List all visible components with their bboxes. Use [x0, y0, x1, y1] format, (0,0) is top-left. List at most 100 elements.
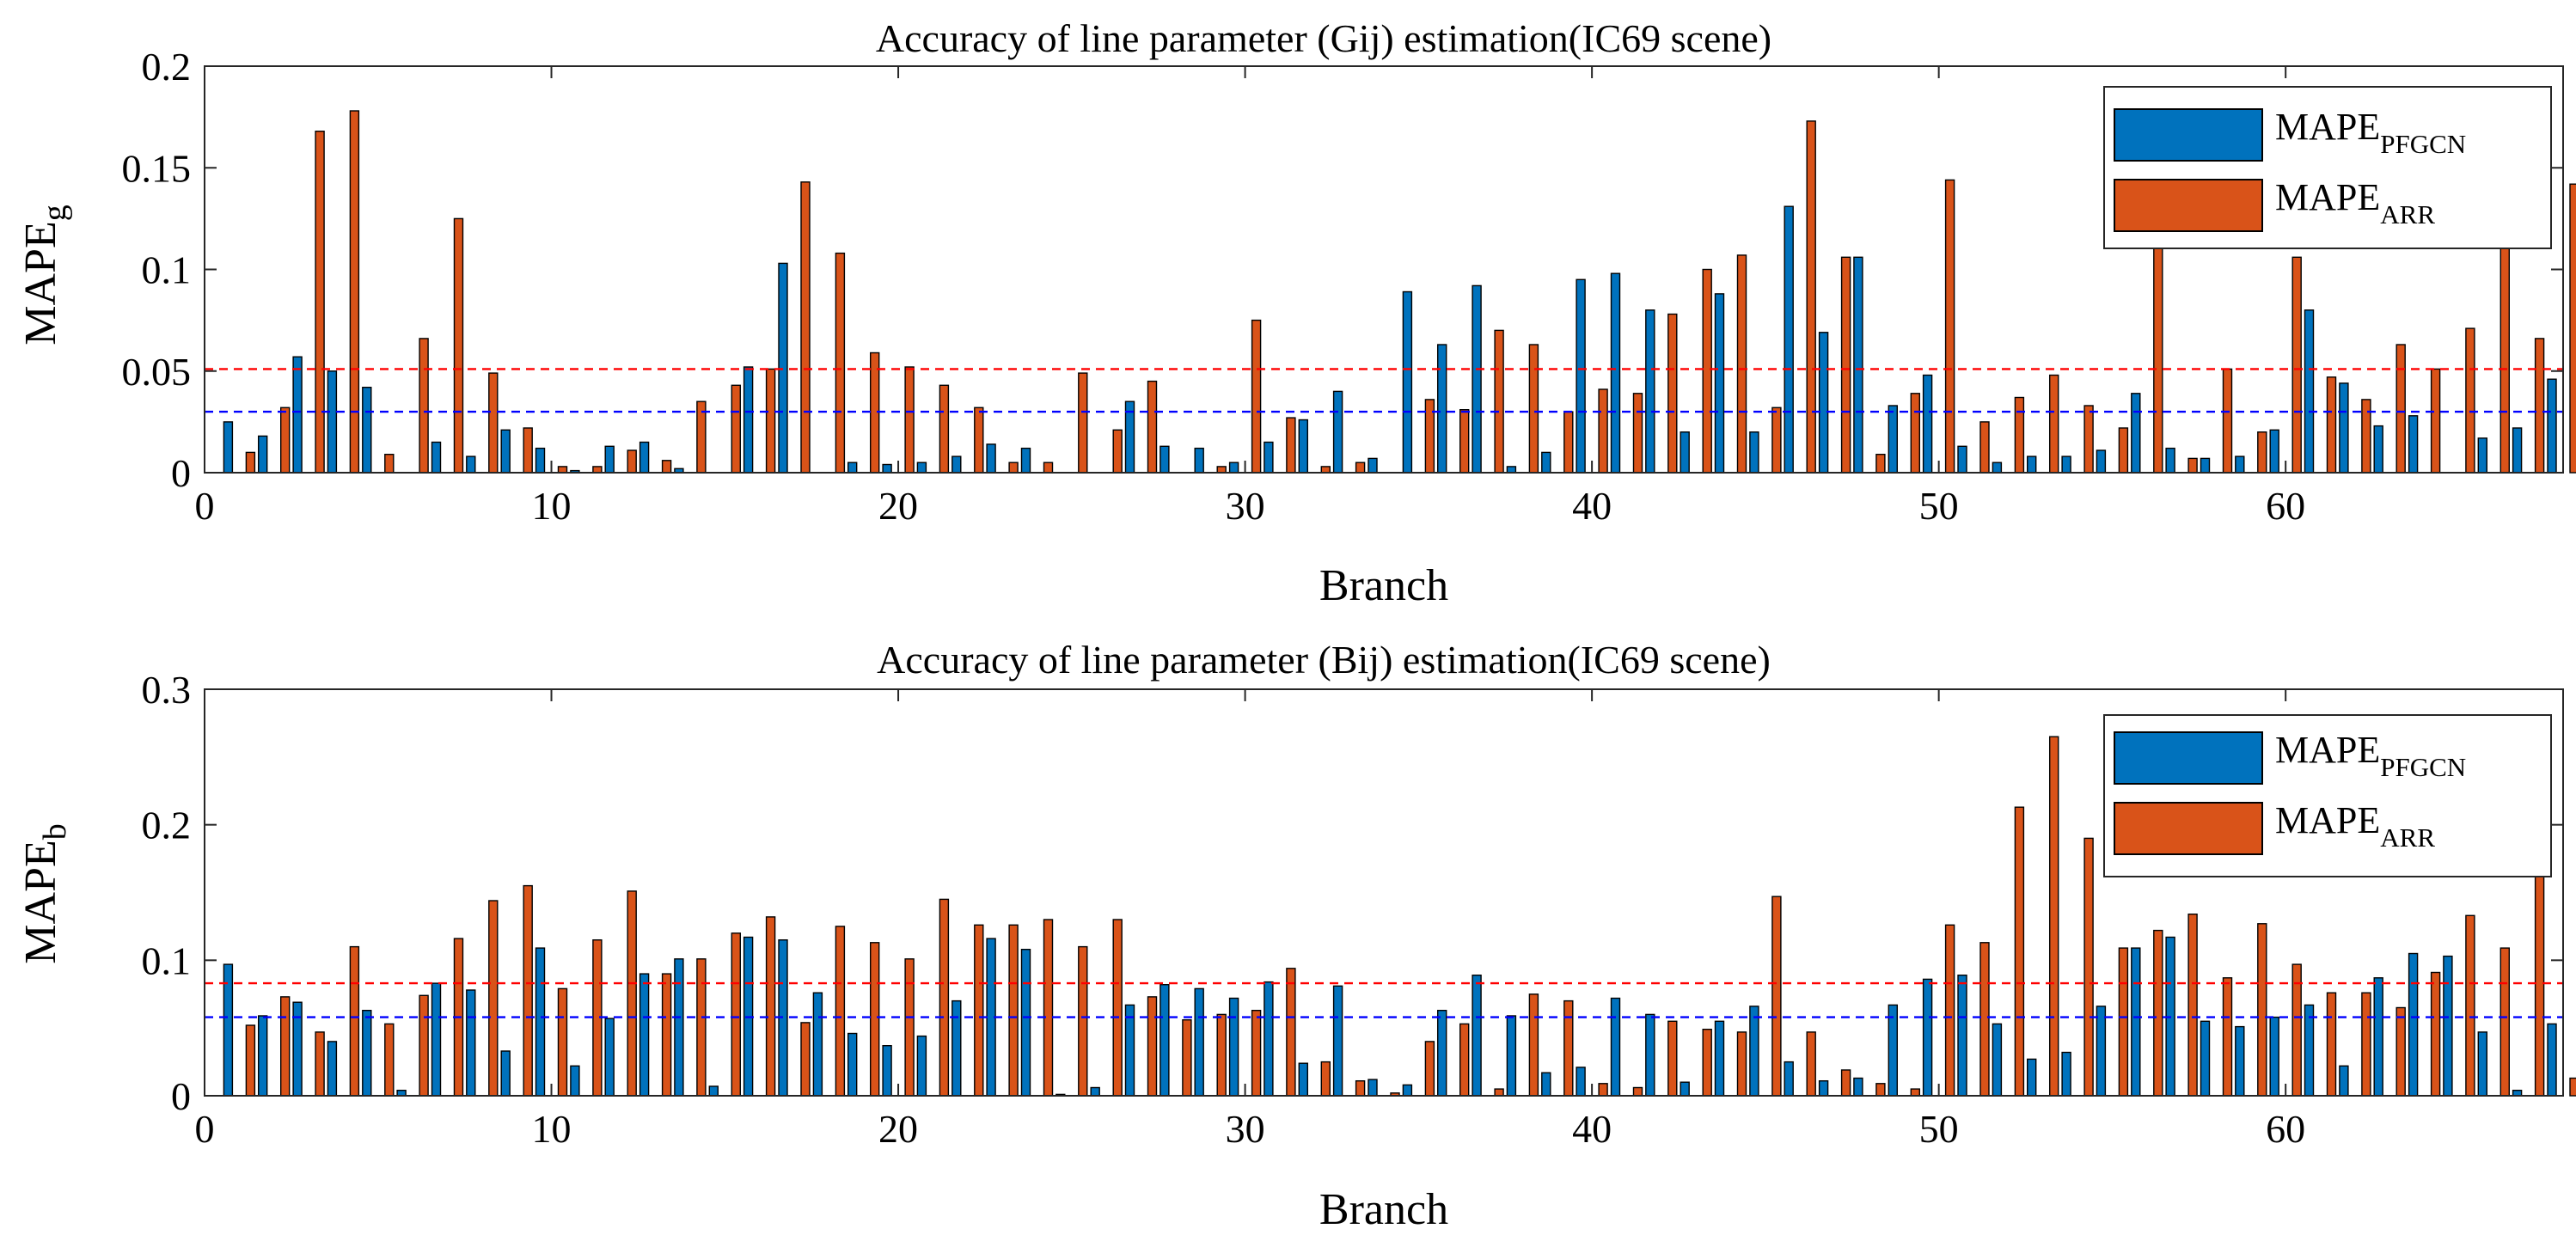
gij-bar-pfgcn [1818, 332, 1829, 474]
bij-bar-arr [765, 916, 776, 1097]
bij-bar-pfgcn [2339, 1065, 2349, 1097]
gij-bar-arr [1320, 466, 1331, 474]
gij-bar-arr [939, 384, 950, 474]
gij-x-tick-label: 30 [1226, 484, 1265, 528]
gij-x-tick-label: 20 [878, 484, 918, 528]
gij-bar-pfgcn [1472, 284, 1482, 474]
bij-bar-arr [419, 994, 429, 1097]
bij-bar-arr [1771, 896, 1782, 1097]
gij-bar-pfgcn [1368, 457, 1378, 474]
gij-bar-pfgcn [1332, 390, 1343, 474]
bij-bar-arr [2361, 992, 2371, 1097]
gij-bar-arr [974, 407, 984, 474]
bij-y-tick-label: 0.1 [142, 938, 192, 982]
bij-y-tick-label: 0.3 [142, 668, 192, 712]
bij-bar-pfgcn [1090, 1086, 1100, 1097]
bij-bar-pfgcn [1714, 1020, 1725, 1097]
bij-bar-arr [661, 973, 672, 1097]
gij-bar-arr [1216, 466, 1227, 474]
bij-x-tick-label: 40 [1572, 1107, 1612, 1151]
gij-bar-pfgcn [258, 435, 268, 474]
gij-bar-arr [1286, 417, 1296, 474]
bij-bar-pfgcn [847, 1032, 858, 1097]
bij-bar-pfgcn [466, 989, 476, 1097]
bij-bar-arr [2395, 1006, 2406, 1097]
bij-y-axis-label: MAPEb [16, 823, 73, 963]
gij-bar-arr [2257, 431, 2267, 474]
bij-bar-pfgcn [1853, 1077, 1863, 1097]
bij-bar-pfgcn [2443, 955, 2453, 1097]
bij-bar-pfgcn [1645, 1013, 1655, 1097]
bij-legend-arr-main: MAPE [2275, 799, 2380, 841]
gij-x-tick-label: 60 [2266, 484, 2305, 528]
gij-bar-arr [384, 454, 395, 474]
gij-bar-pfgcn [847, 462, 858, 474]
bij-bar-arr [1598, 1083, 1608, 1097]
gij-bar-arr [315, 130, 325, 474]
bij-bar-arr [2118, 947, 2129, 1097]
bij-bar-arr [523, 884, 533, 1097]
gij-bar-arr [1043, 462, 1054, 474]
gij-y-ticks: 0 0.05 0.1 0.15 0.2 [122, 45, 2563, 495]
gij-bar-pfgcn [1853, 256, 1863, 474]
bij-bar-arr [1632, 1086, 1643, 1097]
gij-legend: MAPEPFGCN MAPEARR [2103, 86, 2552, 249]
gij-bar-arr [1632, 393, 1643, 474]
gij-bar-pfgcn [2269, 429, 2279, 474]
bij-bar-arr [1251, 1009, 1262, 1097]
bij-bar-arr [1286, 968, 1296, 1097]
gij-bar-arr [453, 217, 464, 474]
gij-bar-pfgcn [500, 429, 511, 474]
gij-bar-arr [627, 449, 637, 474]
gij-bar-arr [835, 252, 846, 474]
gij-bar-pfgcn [2200, 457, 2211, 474]
bij-bar-arr [1008, 924, 1019, 1097]
gij-bar-arr [2395, 344, 2406, 474]
gij-x-tick-label: 0 [195, 484, 215, 528]
bij-chart: Accuracy of line parameter (Bij) estimat… [16, 638, 2576, 1234]
gij-bar-arr [2118, 427, 2129, 474]
gij-bar-arr [2291, 256, 2302, 474]
bij-axes-box [204, 688, 2564, 1097]
bij-y-ticks: 0 0.1 0.2 0.3 [142, 668, 2563, 1118]
bij-bar-arr [1563, 1000, 1574, 1097]
gij-y-axis-label: MAPEg [16, 205, 73, 345]
gij-bar-pfgcn [1922, 374, 1933, 474]
bij-bar-arr [1979, 942, 1990, 1097]
bij-bar-pfgcn [2200, 1020, 2211, 1097]
gij-bar-pfgcn [466, 455, 476, 474]
bij-bar-pfgcn [1472, 974, 1482, 1097]
gij-bar-arr [1875, 454, 1886, 474]
gij-bar-pfgcn [2512, 427, 2523, 474]
gij-bar-pfgcn [1714, 293, 1725, 474]
bij-bar-pfgcn [2477, 1031, 2488, 1097]
bij-bar-pfgcn [535, 947, 546, 1097]
bij-bar-arr [2222, 977, 2233, 1097]
bij-bar-pfgcn [570, 1065, 580, 1097]
gij-x-tick-label: 10 [532, 484, 572, 528]
bij-bar-pfgcn [1576, 1067, 1586, 1097]
bij-bar-pfgcn [1506, 1015, 1517, 1097]
bij-bar-arr [245, 1024, 256, 1097]
gij-bar-arr [731, 384, 741, 474]
bij-bar-pfgcn [327, 1041, 338, 1097]
bij-bar-arr [1216, 1013, 1227, 1097]
gij-bar-pfgcn [2547, 378, 2557, 474]
gij-bar-arr [280, 407, 291, 474]
gij-bar-arr [2569, 183, 2576, 474]
gij-reference-lines [205, 368, 2563, 413]
gij-y-tick-label: 0.1 [142, 248, 192, 292]
gij-bar-pfgcn [292, 356, 303, 474]
gij-bar-pfgcn [2408, 415, 2419, 474]
bij-legend-arr-sub: ARR [2380, 822, 2435, 853]
gij-legend-label-pfgcn: MAPEPFGCN [2275, 106, 2466, 159]
bij-bar-pfgcn [1749, 1006, 1759, 1097]
gij-bar-pfgcn [2061, 455, 2071, 474]
gij-bar-arr [800, 181, 811, 474]
bij-bar-pfgcn [1784, 1061, 1794, 1097]
bij-y-tick-label: 0.2 [142, 804, 192, 847]
gij-bar-pfgcn [2373, 425, 2383, 474]
bij-x-tick-label: 60 [2266, 1107, 2305, 1151]
bij-bar-arr [2326, 992, 2337, 1097]
